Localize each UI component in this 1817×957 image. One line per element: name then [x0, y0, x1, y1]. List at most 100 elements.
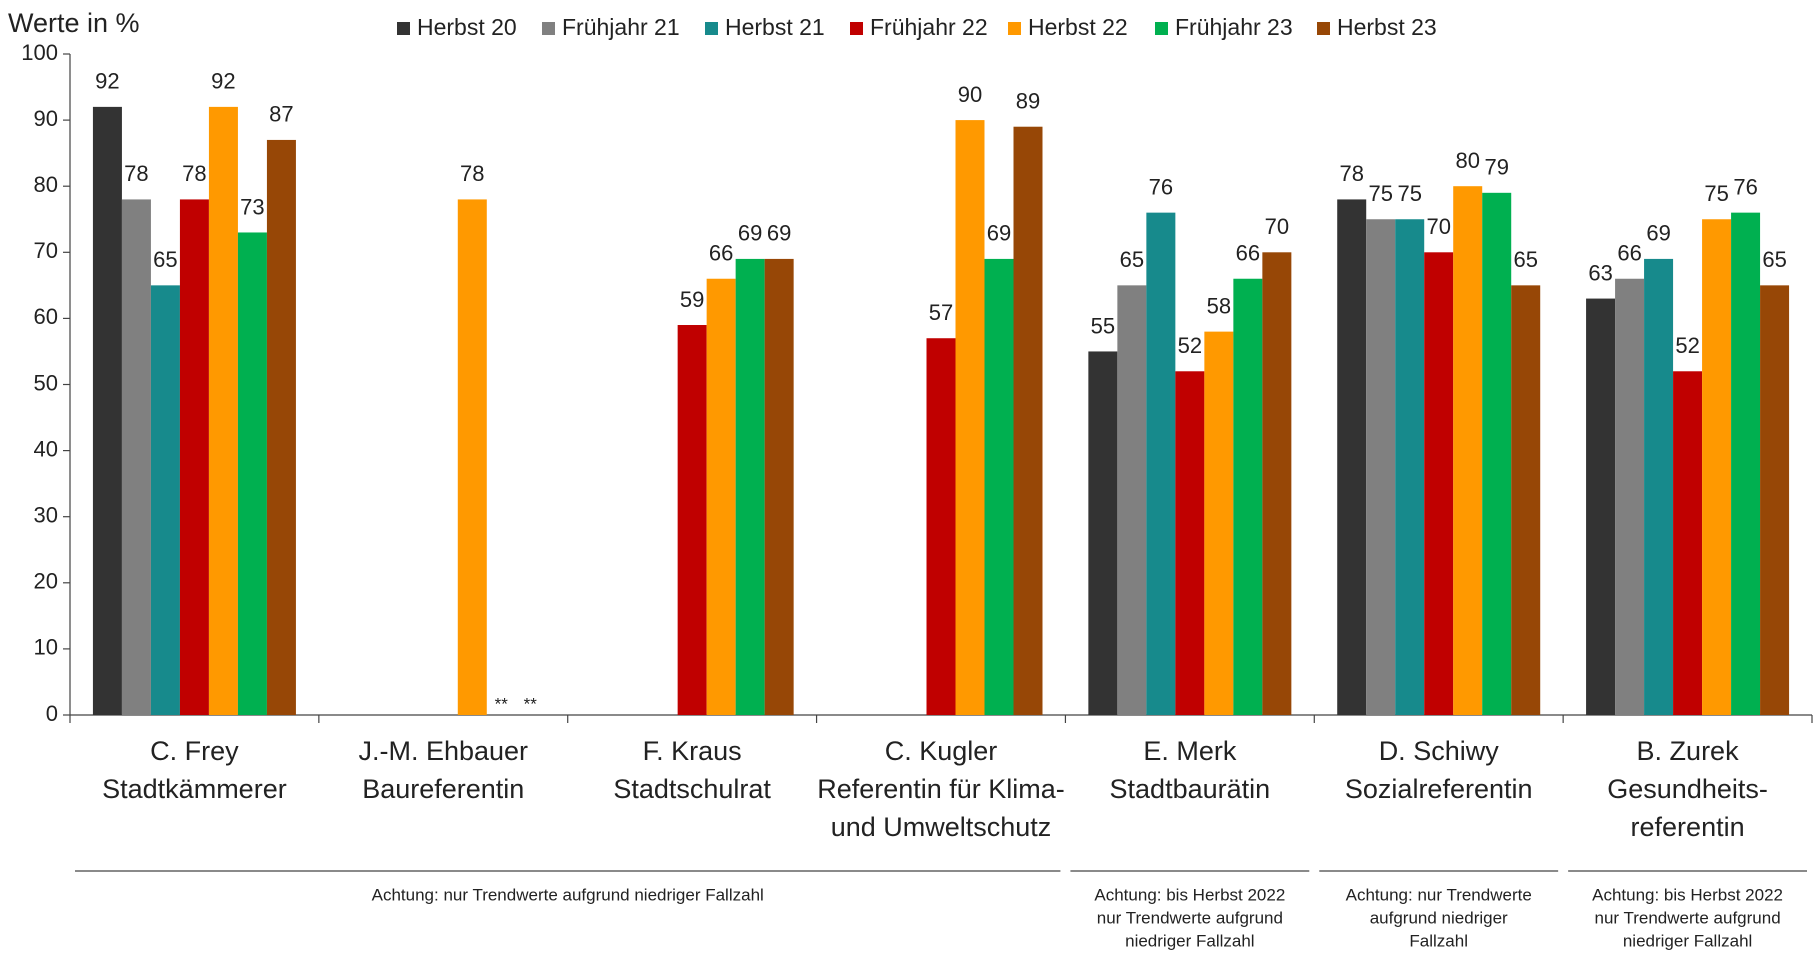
bar — [1175, 371, 1205, 715]
y-tick-label: 90 — [34, 106, 58, 131]
legend-swatch — [850, 22, 863, 35]
legend-label: Herbst 22 — [1028, 14, 1128, 40]
x-tick-label: Stadtbaurätin — [1110, 774, 1271, 804]
note: nur Trendwerte aufgrund — [1097, 908, 1283, 927]
legend-swatch — [542, 22, 555, 35]
value-label: 78 — [460, 161, 484, 186]
value-label: 52 — [1675, 333, 1699, 358]
value-label: 75 — [1704, 181, 1728, 206]
y-tick-label: 30 — [34, 503, 58, 528]
value-label: 76 — [1733, 174, 1757, 199]
y-tick-label: 60 — [34, 304, 58, 329]
y-tick-label: 20 — [34, 569, 58, 594]
bar — [208, 106, 238, 715]
bar — [1117, 285, 1147, 715]
x-tick-label: F. Kraus — [643, 736, 742, 766]
bar — [1615, 278, 1645, 715]
x-tick-label: C. Kugler — [885, 736, 998, 766]
bar — [1366, 219, 1396, 715]
bar — [150, 285, 180, 715]
x-tick-label: B. Zurek — [1637, 736, 1740, 766]
y-tick-label: 10 — [34, 635, 58, 660]
value-label: 89 — [1016, 89, 1040, 114]
value-label: 75 — [1368, 181, 1392, 206]
bar — [1395, 219, 1425, 715]
legend-label: Frühjahr 21 — [562, 14, 680, 40]
bar — [457, 199, 487, 716]
value-label: 80 — [1455, 148, 1479, 173]
bar — [1731, 212, 1761, 715]
legend-swatch — [397, 22, 410, 35]
value-label: 78 — [182, 161, 206, 186]
legend-swatch — [705, 22, 718, 35]
bar — [926, 338, 956, 715]
bar — [706, 278, 736, 715]
bar — [1760, 285, 1790, 715]
y-tick-label: 40 — [34, 436, 58, 461]
legend-swatch — [1155, 22, 1168, 35]
y-tick-label: 0 — [46, 701, 58, 726]
value-label: 70 — [1426, 214, 1450, 239]
note: Achtung: nur Trendwerte aufgrund niedrig… — [372, 885, 764, 904]
bar — [179, 199, 209, 716]
value-label: 65 — [153, 247, 177, 272]
x-tick-label: und Umweltschutz — [831, 812, 1052, 842]
y-tick-label: 50 — [34, 370, 58, 395]
value-label: 59 — [680, 287, 704, 312]
x-tick-label: Stadtkämmerer — [102, 774, 287, 804]
value-label: 69 — [767, 221, 791, 246]
value-label: 65 — [1513, 247, 1537, 272]
value-label: 90 — [958, 82, 982, 107]
bar — [677, 325, 707, 715]
bar — [764, 258, 794, 715]
note: Achtung: bis Herbst 2022 — [1592, 885, 1783, 904]
value-label: 73 — [240, 194, 264, 219]
x-tick-label: Sozialreferentin — [1345, 774, 1533, 804]
bar — [1204, 331, 1234, 715]
value-label: 76 — [1149, 174, 1173, 199]
value-label: ** — [495, 694, 509, 713]
value-label: 55 — [1091, 313, 1115, 338]
value-label: 65 — [1120, 247, 1144, 272]
value-label: 70 — [1265, 214, 1289, 239]
legend-label: Herbst 21 — [725, 14, 825, 40]
legend-swatch — [1317, 22, 1330, 35]
bar — [121, 199, 151, 716]
x-tick-label: J.-M. Ehbauer — [358, 736, 528, 766]
y-tick-label: 80 — [34, 172, 58, 197]
bar — [1482, 192, 1512, 715]
x-tick-label: Stadtschulrat — [613, 774, 771, 804]
bar — [1511, 285, 1541, 715]
note: nur Trendwerte aufgrund — [1594, 908, 1780, 927]
value-label: ** — [524, 694, 538, 713]
bar — [1673, 371, 1703, 715]
bar — [955, 120, 985, 716]
note: Achtung: bis Herbst 2022 — [1094, 885, 1285, 904]
bar — [237, 232, 267, 715]
value-label: 66 — [1236, 241, 1260, 266]
bar — [1337, 199, 1367, 716]
value-label: 87 — [269, 102, 293, 127]
value-label: 75 — [1397, 181, 1421, 206]
chart-title: Werte in % — [8, 8, 140, 38]
value-label: 92 — [211, 69, 235, 94]
value-label: 58 — [1207, 293, 1231, 318]
x-tick-label: Baureferentin — [362, 774, 524, 804]
x-tick-label: Referentin für Klima- — [817, 774, 1065, 804]
value-label: 57 — [929, 300, 953, 325]
bar — [1013, 126, 1043, 715]
bar — [1644, 258, 1674, 715]
value-label: 78 — [1339, 161, 1363, 186]
note: niedriger Fallzahl — [1125, 931, 1254, 950]
bar — [1088, 351, 1118, 715]
bar — [984, 258, 1014, 715]
bar — [266, 139, 296, 715]
note: Fallzahl — [1409, 931, 1468, 950]
legend-label: Herbst 20 — [417, 14, 517, 40]
bar — [1453, 186, 1483, 715]
bar — [1586, 298, 1616, 715]
legend-swatch — [1008, 22, 1021, 35]
y-tick-label: 70 — [34, 238, 58, 263]
value-label: 66 — [709, 241, 733, 266]
